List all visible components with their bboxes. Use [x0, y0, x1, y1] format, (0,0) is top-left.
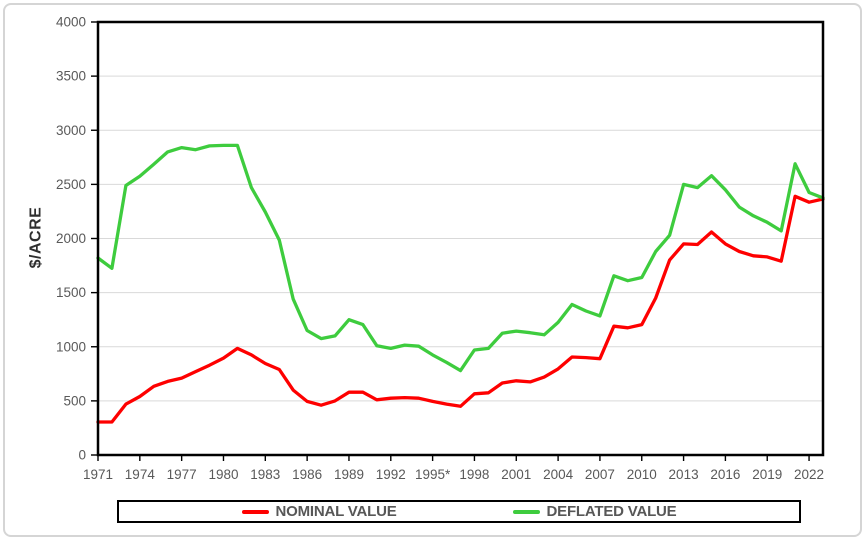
y-tick-label: 0: [78, 448, 86, 463]
y-tick-label: 3500: [56, 69, 86, 84]
x-tick-label: 2013: [669, 467, 699, 482]
y-axis-title: $/ACRE: [27, 206, 45, 269]
x-tick-label: 2007: [585, 467, 615, 482]
y-tick-label: 1500: [56, 285, 86, 300]
x-tick-label: 1980: [208, 467, 238, 482]
x-tick-label: 2016: [710, 467, 740, 482]
legend-label-nominal: NOMINAL VALUE: [275, 503, 397, 520]
x-tick-label: 1998: [459, 467, 489, 482]
x-tick-label: 2001: [501, 467, 531, 482]
legend-item-deflated: DEFLATED VALUE: [512, 503, 677, 520]
x-tick-label: 1989: [334, 467, 364, 482]
nominal-value-line: [96, 194, 825, 424]
nominal-line-swatch: [241, 509, 269, 514]
x-tick-label: 1974: [125, 467, 156, 482]
x-tick-label: 2004: [543, 467, 574, 482]
x-tick-label: 2010: [627, 467, 657, 482]
legend-item-nominal: NOMINAL VALUE: [241, 503, 397, 520]
y-tick-label: 4000: [56, 15, 86, 30]
y-tick-label: 500: [63, 393, 86, 408]
legend-label-deflated: DEFLATED VALUE: [546, 503, 677, 520]
x-tick-label: 1977: [167, 467, 197, 482]
y-tick-label: 3000: [56, 123, 86, 138]
y-tick-label: 2500: [56, 177, 86, 192]
deflated-value-line: [96, 143, 825, 373]
plot-border: [96, 20, 825, 457]
x-tick-label: 2022: [794, 467, 824, 482]
y-tick-label: 2000: [56, 231, 86, 246]
x-tick-label: 1992: [376, 467, 406, 482]
x-tick-label: 2019: [752, 467, 782, 482]
y-tick-label: 1000: [56, 339, 86, 354]
legend: NOMINAL VALUE DEFLATED VALUE: [117, 500, 801, 523]
deflated-line-swatch: [512, 509, 540, 514]
x-tick-label: 1986: [292, 467, 322, 482]
x-tick-label: 1983: [250, 467, 280, 482]
x-tick-label: 1971: [83, 467, 113, 482]
x-tick-label: 1995*: [415, 467, 451, 482]
